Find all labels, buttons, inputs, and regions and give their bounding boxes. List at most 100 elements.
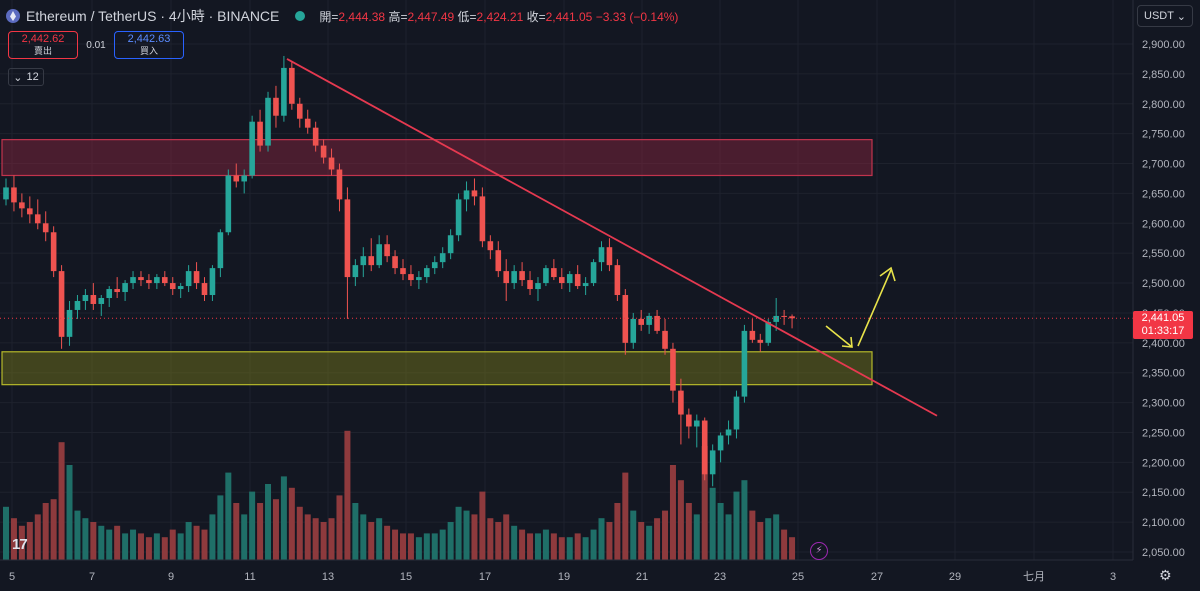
price-tick-label: 2,100.00 xyxy=(1142,517,1185,529)
volume-bar xyxy=(606,522,613,560)
candle-body xyxy=(527,280,533,290)
volume-bar xyxy=(392,529,399,560)
volume-bar xyxy=(439,529,446,560)
candle-body xyxy=(66,309,73,337)
candle-body xyxy=(662,330,668,349)
candle xyxy=(241,169,247,194)
candle-body xyxy=(177,286,184,290)
volume-bar xyxy=(495,522,502,560)
lightning-icon[interactable]: ⚡ xyxy=(810,542,828,560)
price-tick-label: 2,350.00 xyxy=(1142,368,1185,380)
volume-bar xyxy=(542,529,549,560)
volume-bar xyxy=(693,514,700,560)
candle-body xyxy=(217,232,224,269)
volume-bar xyxy=(534,533,541,560)
price-tick-label: 2,900.00 xyxy=(1142,39,1185,51)
candle xyxy=(392,250,398,275)
forecast-arrow-down-head xyxy=(841,336,853,348)
volume-bar xyxy=(122,533,129,560)
currency-selector[interactable]: USDT ⌄ xyxy=(1137,5,1193,27)
candle xyxy=(66,300,73,346)
buy-button[interactable]: 2,442.63 買入 xyxy=(114,31,184,59)
candle xyxy=(233,163,240,188)
candle-body xyxy=(281,67,287,116)
candle xyxy=(606,238,613,272)
volume-bar xyxy=(781,529,788,560)
price-tick-label: 2,850.00 xyxy=(1142,69,1185,81)
time-tick-label: 23 xyxy=(714,571,726,583)
candle xyxy=(42,211,49,242)
candle xyxy=(527,271,533,296)
tradingview-logo[interactable]: 17 xyxy=(12,536,28,553)
settings-gear-icon[interactable]: ⚙ xyxy=(1159,567,1172,583)
candle-body xyxy=(50,232,57,272)
drawings xyxy=(0,58,1133,417)
volume-bar xyxy=(296,506,303,560)
candle xyxy=(789,314,795,329)
candle xyxy=(106,286,113,307)
volume-bar xyxy=(201,529,208,560)
candle-body xyxy=(138,277,144,281)
trendline xyxy=(286,58,938,417)
volume-bar xyxy=(574,533,581,560)
volume-bar xyxy=(26,522,33,560)
candle-body xyxy=(789,316,795,319)
volume-bar xyxy=(757,522,764,560)
candle xyxy=(273,85,279,128)
last-price-value: 2,441.05 xyxy=(1141,312,1185,324)
candle-body xyxy=(146,280,152,284)
candle-body xyxy=(551,268,557,278)
candle xyxy=(336,163,343,212)
volume-bar xyxy=(638,522,645,560)
indicators-toggle-button[interactable]: ⌄ 12 xyxy=(8,68,44,86)
bar-countdown: 01:33:17 xyxy=(1141,325,1185,337)
candle-body xyxy=(336,169,343,200)
volume-bar xyxy=(153,533,160,560)
volume-bar xyxy=(169,529,176,560)
candle xyxy=(265,91,271,152)
volume-bar xyxy=(209,514,216,560)
sell-price: 2,442.62 xyxy=(21,33,65,45)
candle-body xyxy=(622,295,629,343)
candle xyxy=(566,271,573,293)
candle-body xyxy=(455,199,462,236)
candle xyxy=(376,235,382,269)
high-value: 2,447.49 xyxy=(407,9,455,24)
candle xyxy=(654,309,660,334)
candle-body xyxy=(765,321,772,343)
volume-bar xyxy=(685,503,692,560)
candle-body xyxy=(273,97,279,116)
currency-label: USDT xyxy=(1144,10,1174,22)
volume-bar xyxy=(789,537,796,560)
candle-body xyxy=(400,268,406,275)
candle xyxy=(725,420,732,445)
candle-body xyxy=(487,241,494,251)
ohlc-values: 開=2,444.38 高=2,447.49 低=2,424.21 收=2,441… xyxy=(319,8,678,25)
price-tick-label: 2,550.00 xyxy=(1142,248,1185,260)
candle-body xyxy=(416,277,422,281)
candle-body xyxy=(582,283,589,287)
candle-body xyxy=(741,330,748,397)
candle xyxy=(408,265,414,287)
price-tick-label: 2,650.00 xyxy=(1142,188,1185,200)
volume-bar xyxy=(82,518,89,560)
candle-body xyxy=(352,265,359,278)
sell-button[interactable]: 2,442.62 賣出 xyxy=(8,31,78,59)
candle xyxy=(352,259,359,287)
candle-body xyxy=(749,330,756,340)
candle-body xyxy=(392,256,398,269)
visibility-icon[interactable] xyxy=(295,11,306,21)
candle-body xyxy=(781,315,787,317)
volume-bar xyxy=(265,484,272,560)
candle xyxy=(646,312,652,334)
volume-bar xyxy=(407,533,414,560)
volume-bar xyxy=(654,518,661,560)
price-zones xyxy=(1,139,873,386)
volume-bar xyxy=(384,525,391,560)
volume-bar xyxy=(701,446,708,560)
candle-body xyxy=(773,315,779,322)
symbol-title[interactable]: Ethereum / TetherUS · 4小時 · BINANCE xyxy=(26,8,280,24)
sell-label: 賣出 xyxy=(33,46,52,56)
